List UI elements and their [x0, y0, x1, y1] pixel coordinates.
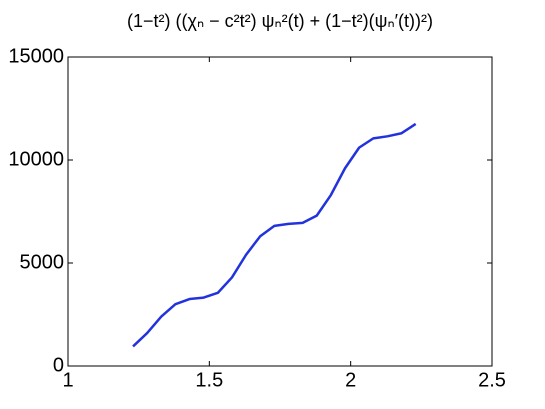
x-tick-label: 1: [62, 369, 73, 391]
y-tick-label: 15000: [8, 45, 64, 67]
y-tick-label: 10000: [8, 148, 64, 170]
y-tick-label: 0: [53, 354, 64, 376]
y-tick-label: 5000: [20, 251, 65, 273]
x-tick-label: 2.5: [478, 369, 506, 391]
x-tick-label: 1.5: [195, 369, 223, 391]
chart-title: (1−t²) ((χₙ − c²t²) ψₙ²(t) + (1−t²)(ψₙ′(…: [127, 11, 433, 31]
line-series: [132, 122, 417, 348]
x-tick-label: 2: [345, 369, 356, 391]
axes-box: [67, 56, 493, 367]
